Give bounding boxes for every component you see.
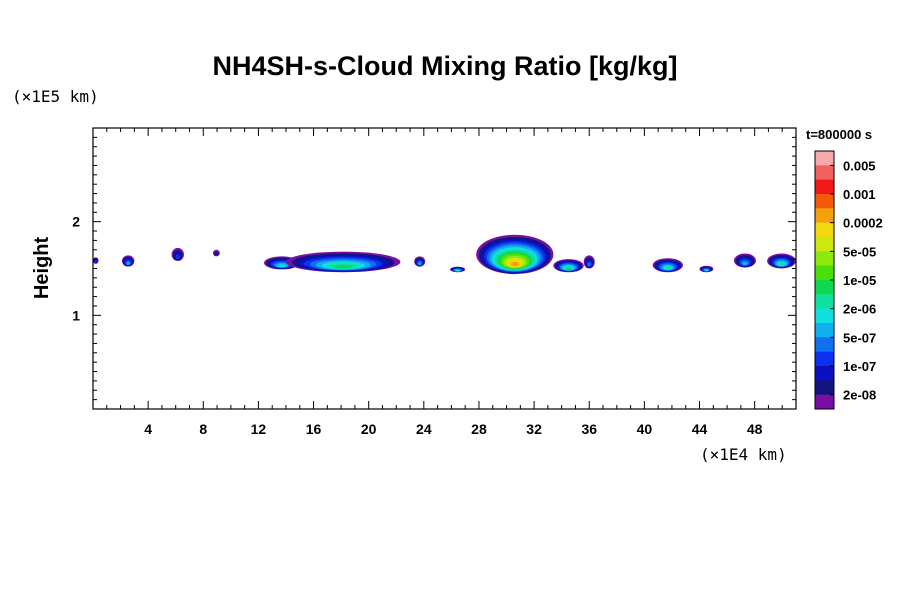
colorbar-swatch (815, 194, 834, 209)
cloud-contour (742, 261, 748, 266)
time-label: t=800000 s (806, 127, 872, 142)
cloud-contour (214, 251, 219, 256)
cloud-blob (414, 256, 426, 267)
colorbar-label: 2e-08 (843, 388, 876, 403)
colorbar-swatch (815, 237, 834, 252)
chart-title: NH4SH-s-Cloud Mixing Ratio [kg/kg] (213, 51, 678, 81)
cloud-blob (121, 255, 135, 267)
cloud-contour (456, 269, 460, 272)
y-unit-label: (×1E5 km) (12, 87, 99, 106)
cloud-blob (212, 249, 220, 257)
cloud-blob (171, 247, 184, 262)
cloud-blob (476, 234, 554, 275)
cloud-blob (699, 265, 714, 273)
cloud-blob (652, 258, 683, 273)
cloud-contour (664, 267, 671, 270)
cloud-blob (93, 257, 99, 264)
colorbar-swatch (815, 394, 834, 410)
y-tick-label: 2 (72, 214, 80, 230)
cloud-blob (767, 253, 797, 269)
x-tick-label: 4 (144, 421, 152, 437)
cloud-blob (583, 255, 595, 269)
cloud-blob (285, 251, 401, 273)
colorbar-label: 5e-05 (843, 244, 876, 259)
x-tick-label: 28 (471, 421, 487, 437)
cloud-contour (566, 267, 572, 270)
cloud-blob (553, 259, 584, 273)
colorbar-label: 0.005 (843, 158, 876, 173)
colorbar-label: 2e-06 (843, 302, 876, 317)
colorbar-swatch (815, 380, 834, 396)
cloud-contour (510, 261, 520, 267)
colorbar-swatch (815, 308, 834, 324)
x-tick-label: 32 (526, 421, 542, 437)
cloud-contour (333, 264, 353, 269)
colorbar-label: 1e-05 (843, 273, 876, 288)
colorbar-swatch (815, 280, 834, 295)
cloud-blob (450, 266, 466, 273)
colorbar-swatch (815, 294, 834, 310)
cloud-blob (733, 253, 757, 268)
cloud-field (93, 234, 797, 275)
cloud-contour (278, 264, 286, 268)
colorbar-swatch (815, 337, 834, 353)
x-tick-label: 44 (692, 421, 708, 437)
colorbar-label: 0.0002 (843, 216, 883, 231)
cloud-contour (94, 260, 97, 263)
cloud-contour (126, 261, 130, 265)
x-tick-label: 12 (251, 421, 267, 437)
cloud-contour (704, 269, 708, 272)
colorbar-swatch (815, 265, 834, 281)
x-tick-label: 48 (747, 421, 763, 437)
colorbar: 0.005 0.001 0.0002 5e-05 1e-05 2e-06 5e-07 1e-0… (814, 150, 883, 410)
colorbar-swatch (815, 208, 834, 224)
colorbar-swatch (815, 366, 834, 381)
x-tick-label: 16 (306, 421, 322, 437)
x-tick-label: 24 (416, 421, 432, 437)
cloud-contour (778, 262, 785, 266)
colorbar-swatch (815, 165, 834, 181)
x-tick-label: 8 (199, 421, 207, 437)
x-tick-label: 40 (637, 421, 653, 437)
colorbar-label: 1e-07 (843, 359, 876, 374)
x-tick-label: 20 (361, 421, 377, 437)
colorbar-swatch (815, 251, 834, 267)
y-axis-label: Height (31, 237, 53, 300)
colorbar-label: 0.001 (843, 187, 876, 202)
colorbar-swatch (815, 151, 834, 166)
colorbar-label: 5e-07 (843, 330, 876, 345)
x-tick-label: 36 (581, 421, 597, 437)
colorbar-swatch (815, 323, 834, 338)
colorbar-swatch (815, 179, 834, 195)
colorbar-swatch (815, 222, 834, 238)
cloud-contour (587, 262, 591, 267)
x-unit-label: (×1E4 km) (700, 445, 787, 464)
y-tick-label: 1 (72, 307, 80, 323)
cloud-contour (418, 262, 422, 265)
cloud-contour (175, 254, 180, 260)
colorbar-swatch (815, 351, 834, 367)
